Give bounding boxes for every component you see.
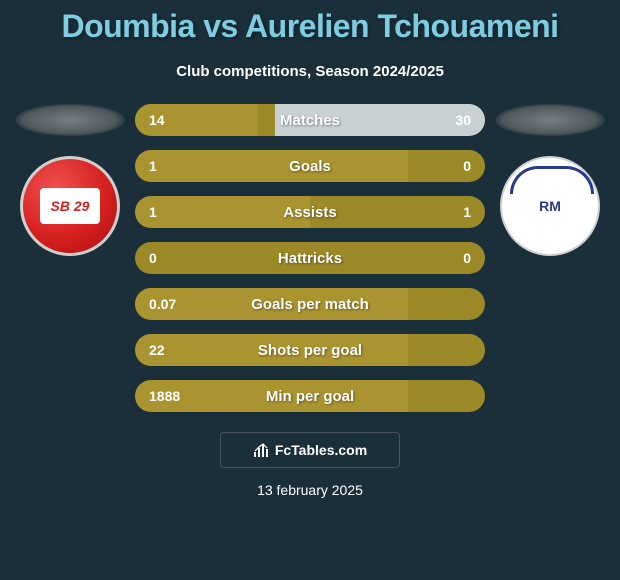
footer-date: 13 february 2025 bbox=[0, 482, 620, 498]
subtitle: Club competitions, Season 2024/2025 bbox=[0, 63, 620, 80]
stat-row: 14Matches30 bbox=[135, 104, 485, 136]
brand-badge[interactable]: FcTables.com bbox=[220, 432, 400, 468]
left-team-crest: SB 29 bbox=[20, 156, 120, 256]
comparison-panel: SB 29 14Matches301Goals01Assists10Hattri… bbox=[0, 104, 620, 412]
page-title: Doumbia vs Aurelien Tchouameni bbox=[0, 0, 620, 45]
stat-label: Goals bbox=[135, 158, 485, 175]
right-team-crest: RM bbox=[500, 156, 600, 256]
stat-label: Assists bbox=[135, 204, 485, 221]
stat-label: Shots per goal bbox=[135, 342, 485, 359]
left-team-crest-label: SB 29 bbox=[40, 188, 100, 224]
stat-label: Hattricks bbox=[135, 250, 485, 267]
right-player-column: RM bbox=[485, 104, 615, 256]
right-team-crest-label: RM bbox=[539, 198, 561, 214]
brand-label: FcTables.com bbox=[275, 442, 367, 458]
stat-bars: 14Matches301Goals01Assists10Hattricks00.… bbox=[135, 104, 485, 412]
player-silhouette-left bbox=[15, 104, 125, 136]
stat-label: Goals per match bbox=[135, 296, 485, 313]
stat-label: Min per goal bbox=[135, 388, 485, 405]
stat-row: 0Hattricks0 bbox=[135, 242, 485, 274]
stat-row: 1Assists1 bbox=[135, 196, 485, 228]
stat-row: 22Shots per goal bbox=[135, 334, 485, 366]
stat-row: 1Goals0 bbox=[135, 150, 485, 182]
stat-value-right: 1 bbox=[463, 204, 471, 220]
chart-icon bbox=[253, 442, 269, 458]
player-silhouette-right bbox=[495, 104, 605, 136]
stat-label: Matches bbox=[135, 112, 485, 129]
stat-value-right: 30 bbox=[455, 112, 471, 128]
stat-row: 0.07Goals per match bbox=[135, 288, 485, 320]
stat-row: 1888Min per goal bbox=[135, 380, 485, 412]
left-player-column: SB 29 bbox=[5, 104, 135, 256]
stat-value-right: 0 bbox=[463, 158, 471, 174]
stat-value-right: 0 bbox=[463, 250, 471, 266]
